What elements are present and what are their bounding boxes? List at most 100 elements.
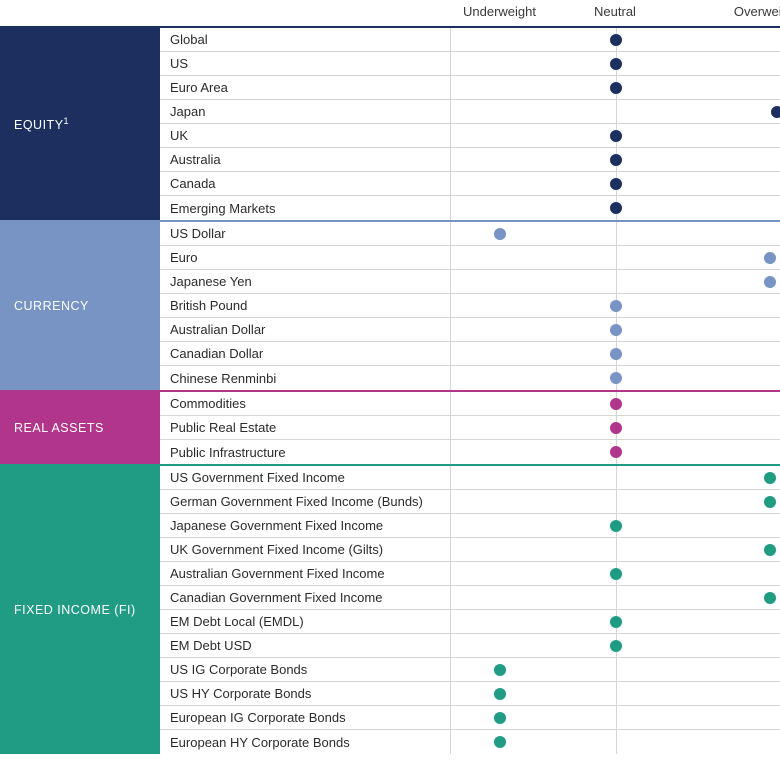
- row-label: British Pound: [160, 298, 450, 313]
- grid-tick: [616, 466, 617, 489]
- data-row: EM Debt Local (EMDL): [160, 610, 780, 634]
- data-row: Australia: [160, 148, 780, 172]
- category-label: FIXED INCOME (FI): [0, 466, 160, 754]
- row-scale: [450, 538, 780, 561]
- category-rows: Commodities Public Real Estate Public Infr…: [160, 392, 780, 464]
- data-row: US HY Corporate Bonds: [160, 682, 780, 706]
- grid-tick: [616, 682, 617, 705]
- allocation-dot: [610, 520, 622, 532]
- scale-label: Overweight: [734, 4, 780, 19]
- allocation-dot: [764, 592, 776, 604]
- grid-tick: [616, 538, 617, 561]
- scale-label: Underweight: [463, 4, 536, 19]
- allocation-dot: [610, 154, 622, 166]
- row-label: German Government Fixed Income (Bunds): [160, 494, 450, 509]
- data-row: Euro Area: [160, 76, 780, 100]
- data-row: Public Infrastructure: [160, 440, 780, 464]
- allocation-dot: [610, 202, 622, 214]
- row-scale: [450, 586, 780, 609]
- row-label: Euro: [160, 250, 450, 265]
- row-scale: [450, 246, 780, 269]
- category-label: CURRENCY: [0, 222, 160, 390]
- grid-tick: [616, 270, 617, 293]
- row-label: Japanese Yen: [160, 274, 450, 289]
- category-block: CURRENCYUS Dollar Euro Japanese Yen British…: [0, 220, 780, 390]
- row-label: Japanese Government Fixed Income: [160, 518, 450, 533]
- data-row: Chinese Renminbi: [160, 366, 780, 390]
- row-scale: [450, 100, 780, 123]
- row-label: US IG Corporate Bonds: [160, 662, 450, 677]
- data-row: US Government Fixed Income: [160, 466, 780, 490]
- data-row: US Dollar: [160, 222, 780, 246]
- allocation-dot: [610, 640, 622, 652]
- allocation-dot: [494, 664, 506, 676]
- row-label: US Government Fixed Income: [160, 470, 450, 485]
- row-scale: [450, 172, 780, 195]
- grid-tick: [616, 222, 617, 245]
- data-row: Emerging Markets: [160, 196, 780, 220]
- grid-tick: [616, 100, 617, 123]
- grid-tick: [616, 706, 617, 729]
- row-label: US: [160, 56, 450, 71]
- row-label: Australian Dollar: [160, 322, 450, 337]
- allocation-dot: [610, 372, 622, 384]
- row-scale: [450, 76, 780, 99]
- data-row: Australian Dollar: [160, 318, 780, 342]
- row-label: European IG Corporate Bonds: [160, 710, 450, 725]
- grid-tick: [616, 658, 617, 681]
- allocation-dot: [610, 34, 622, 46]
- scale-header: UnderweightNeutralOverweight: [0, 0, 780, 26]
- row-scale: [450, 610, 780, 633]
- row-scale: [450, 658, 780, 681]
- data-row: German Government Fixed Income (Bunds): [160, 490, 780, 514]
- allocation-dot: [764, 496, 776, 508]
- row-label: Canadian Government Fixed Income: [160, 590, 450, 605]
- data-row: European HY Corporate Bonds: [160, 730, 780, 754]
- row-scale: [450, 392, 780, 415]
- allocation-dot: [494, 736, 506, 748]
- category-block: EQUITY1Global US Euro Area Japan UK Australia…: [0, 26, 780, 220]
- allocation-dot: [610, 422, 622, 434]
- data-row: Canadian Government Fixed Income: [160, 586, 780, 610]
- data-row: Public Real Estate: [160, 416, 780, 440]
- row-label: Canada: [160, 176, 450, 191]
- row-scale: [450, 366, 780, 390]
- row-label: EM Debt USD: [160, 638, 450, 653]
- grid-tick: [616, 730, 617, 754]
- row-label: UK Government Fixed Income (Gilts): [160, 542, 450, 557]
- data-row: US: [160, 52, 780, 76]
- row-label: Global: [160, 32, 450, 47]
- data-row: US IG Corporate Bonds: [160, 658, 780, 682]
- row-label: Public Real Estate: [160, 420, 450, 435]
- row-scale: [450, 514, 780, 537]
- row-label: EM Debt Local (EMDL): [160, 614, 450, 629]
- allocation-dot: [610, 58, 622, 70]
- row-scale: [450, 730, 780, 754]
- allocation-dot: [764, 252, 776, 264]
- row-label: Euro Area: [160, 80, 450, 95]
- category-block: REAL ASSETSCommoditiesPublic Real Estate…: [0, 390, 780, 464]
- data-row: Commodities: [160, 392, 780, 416]
- allocation-dot: [610, 446, 622, 458]
- allocation-dot: [494, 228, 506, 240]
- row-scale: [450, 634, 780, 657]
- row-label: Chinese Renminbi: [160, 371, 450, 386]
- allocation-dot: [764, 276, 776, 288]
- row-scale: [450, 124, 780, 147]
- row-label: Canadian Dollar: [160, 346, 450, 361]
- category-rows: US Government Fixed Income German Governm…: [160, 466, 780, 754]
- category-label: EQUITY1: [0, 28, 160, 220]
- row-scale: [450, 148, 780, 171]
- row-scale: [450, 52, 780, 75]
- allocation-dot: [610, 568, 622, 580]
- row-label: UK: [160, 128, 450, 143]
- grid-tick: [616, 246, 617, 269]
- row-label: Japan: [160, 104, 450, 119]
- row-scale: [450, 294, 780, 317]
- allocation-dot: [610, 178, 622, 190]
- allocation-dot: [610, 300, 622, 312]
- category-rows: US Dollar Euro Japanese Yen British Pound Au…: [160, 222, 780, 390]
- row-label: Commodities: [160, 396, 450, 411]
- data-row: Japan: [160, 100, 780, 124]
- data-row: British Pound: [160, 294, 780, 318]
